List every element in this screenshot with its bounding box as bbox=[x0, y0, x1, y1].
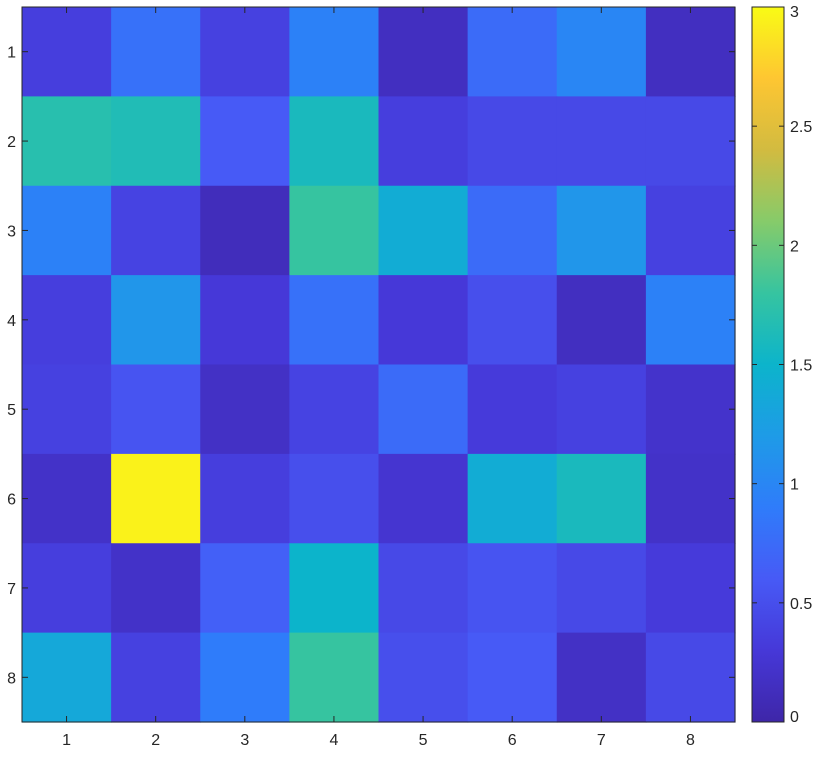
colorbar-tick-label: 0.5 bbox=[790, 596, 812, 613]
heatmap-cell bbox=[289, 7, 380, 97]
heatmap-cell bbox=[22, 96, 112, 187]
plot-frame bbox=[21, 6, 736, 723]
heatmap-cell bbox=[378, 364, 469, 455]
heatmap-cell bbox=[378, 453, 469, 544]
heatmap-cell bbox=[200, 185, 290, 276]
y-tick-label: 6 bbox=[7, 492, 16, 509]
heatmap-cell bbox=[378, 275, 469, 366]
y-tick-label: 4 bbox=[7, 313, 16, 330]
x-tick-label: 4 bbox=[329, 732, 338, 749]
heatmap-cell bbox=[556, 96, 647, 187]
heatmap-cell bbox=[645, 364, 736, 455]
heatmap-cell bbox=[645, 185, 736, 276]
colorbar-tick-label: 3 bbox=[790, 4, 799, 21]
heatmap-cell bbox=[22, 185, 112, 276]
heatmap-cell bbox=[467, 7, 558, 97]
heatmap-cell bbox=[467, 632, 558, 723]
heatmap-cell bbox=[378, 185, 469, 276]
heatmap-cell bbox=[467, 275, 558, 366]
x-tick-label: 3 bbox=[240, 732, 249, 749]
x-tick-label: 5 bbox=[419, 732, 428, 749]
heatmap-cell bbox=[200, 543, 290, 634]
y-tick-label: 8 bbox=[7, 670, 16, 687]
heatmap-cell bbox=[645, 275, 736, 366]
heatmap-cell bbox=[22, 632, 112, 723]
heatmap-cell bbox=[556, 185, 647, 276]
heatmap-cell bbox=[22, 364, 112, 455]
heatmap-cell bbox=[289, 96, 380, 187]
heatmap-cell bbox=[645, 632, 736, 723]
heatmap-cell bbox=[289, 543, 380, 634]
heatmap-cell bbox=[556, 632, 647, 723]
heatmap-cell bbox=[556, 7, 647, 97]
heatmap-cell bbox=[200, 275, 290, 366]
x-tick-label: 1 bbox=[62, 732, 71, 749]
colorbar bbox=[751, 6, 785, 723]
heatmap-cells bbox=[22, 7, 736, 723]
heatmap-cell bbox=[645, 453, 736, 544]
heatmap-cell bbox=[378, 96, 469, 187]
heatmap-cell bbox=[467, 96, 558, 187]
heatmap-cell bbox=[111, 364, 201, 455]
colorbar-tick-label: 1.5 bbox=[790, 358, 812, 375]
heatmap-cell bbox=[200, 7, 290, 97]
colorbar-tick-label: 2 bbox=[790, 238, 799, 255]
heatmap-cell bbox=[200, 453, 290, 544]
y-axis-ticks: 1 2 3 4 5 6 7 8 bbox=[7, 45, 735, 687]
heatmap-cell bbox=[111, 96, 201, 187]
heatmap-cell bbox=[645, 7, 736, 97]
heatmap-cell bbox=[200, 632, 290, 723]
heatmap-cell bbox=[645, 543, 736, 634]
heatmap-cell bbox=[467, 453, 558, 544]
colorbar-tick-label: 2.5 bbox=[790, 119, 812, 136]
x-axis-ticks: 1 2 3 4 5 6 7 8 bbox=[62, 7, 695, 749]
heatmap-cell bbox=[22, 275, 112, 366]
colorbar-tick-label: 1 bbox=[790, 477, 799, 494]
x-tick-label: 2 bbox=[151, 732, 160, 749]
heatmap-cell bbox=[645, 96, 736, 187]
heatmap-cell bbox=[22, 453, 112, 544]
heatmap-cell bbox=[378, 632, 469, 723]
colorbar-tick-label: 0 bbox=[790, 709, 799, 726]
heatmap-cell bbox=[556, 453, 647, 544]
heatmap-cell bbox=[289, 632, 380, 723]
x-tick-label: 6 bbox=[508, 732, 517, 749]
heatmap-cell bbox=[111, 453, 201, 544]
heatmap-cell bbox=[467, 364, 558, 455]
y-tick-label: 3 bbox=[7, 223, 16, 240]
heatmap-cell bbox=[200, 364, 290, 455]
heatmap-cell bbox=[111, 275, 201, 366]
heatmap-cell bbox=[22, 543, 112, 634]
heatmap-cell bbox=[289, 364, 380, 455]
heatmap-cell bbox=[289, 185, 380, 276]
heatmap-cell bbox=[111, 632, 201, 723]
heatmap-cell bbox=[467, 185, 558, 276]
heatmap-cell bbox=[467, 543, 558, 634]
colorbar-ticks: 0 0.5 1 1.5 2 2.5 3 bbox=[752, 4, 812, 726]
heatmap-cell bbox=[111, 7, 201, 97]
heatmap-cell bbox=[556, 543, 647, 634]
heatmap-cell bbox=[22, 7, 112, 97]
y-tick-label: 1 bbox=[7, 45, 16, 62]
x-tick-label: 8 bbox=[686, 732, 695, 749]
heatmap-cell bbox=[289, 275, 380, 366]
heatmap-cell bbox=[556, 364, 647, 455]
y-tick-label: 2 bbox=[7, 134, 16, 151]
heatmap-cell bbox=[378, 7, 469, 97]
heatmap-cell bbox=[111, 185, 201, 276]
heatmap-cell bbox=[111, 543, 201, 634]
y-tick-label: 7 bbox=[7, 581, 16, 598]
heatmap-cell bbox=[200, 96, 290, 187]
heatmap-cell bbox=[289, 453, 380, 544]
y-tick-label: 5 bbox=[7, 402, 16, 419]
x-tick-label: 7 bbox=[597, 732, 606, 749]
heatmap-cell bbox=[378, 543, 469, 634]
heatmap-cell bbox=[556, 275, 647, 366]
